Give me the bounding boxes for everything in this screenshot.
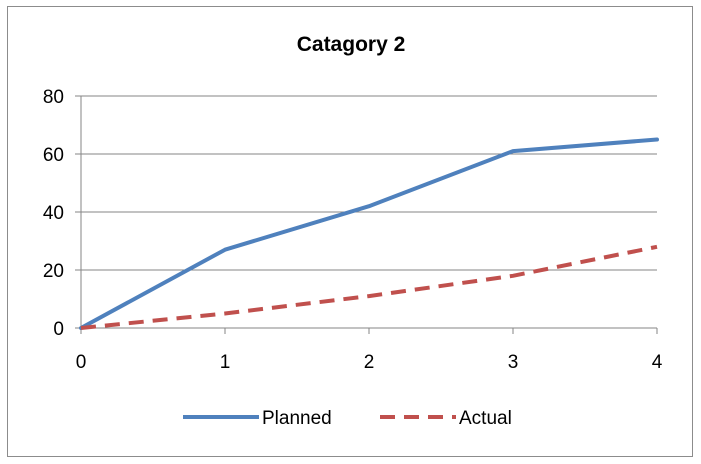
series-lines [79, 137, 659, 330]
y-tick-label: 0 [53, 319, 64, 340]
y-tick-label: 20 [43, 261, 64, 282]
series-line-actual [80, 244, 658, 330]
x-tick-label: 2 [364, 352, 375, 373]
legend: Planned Actual [183, 408, 512, 429]
y-tick-labels: 0 20 40 60 80 [43, 87, 64, 340]
x-tick-label: 3 [508, 352, 519, 373]
chart-frame [7, 6, 693, 457]
y-tick-label: 80 [43, 87, 64, 108]
x-tick-label: 4 [652, 352, 663, 373]
y-tick-label: 60 [43, 145, 64, 166]
series-line-planned [79, 137, 659, 330]
axes [75, 95, 658, 334]
x-tick-labels: 0 1 2 3 4 [76, 352, 663, 373]
x-tick-label: 1 [220, 352, 231, 373]
chart-title: Catagory 2 [297, 33, 406, 56]
legend-label-planned: Planned [262, 408, 332, 429]
y-tick-label: 40 [43, 203, 64, 224]
legend-label-actual: Actual [459, 408, 512, 429]
x-tick-label: 0 [76, 352, 87, 373]
gridlines [81, 95, 657, 271]
